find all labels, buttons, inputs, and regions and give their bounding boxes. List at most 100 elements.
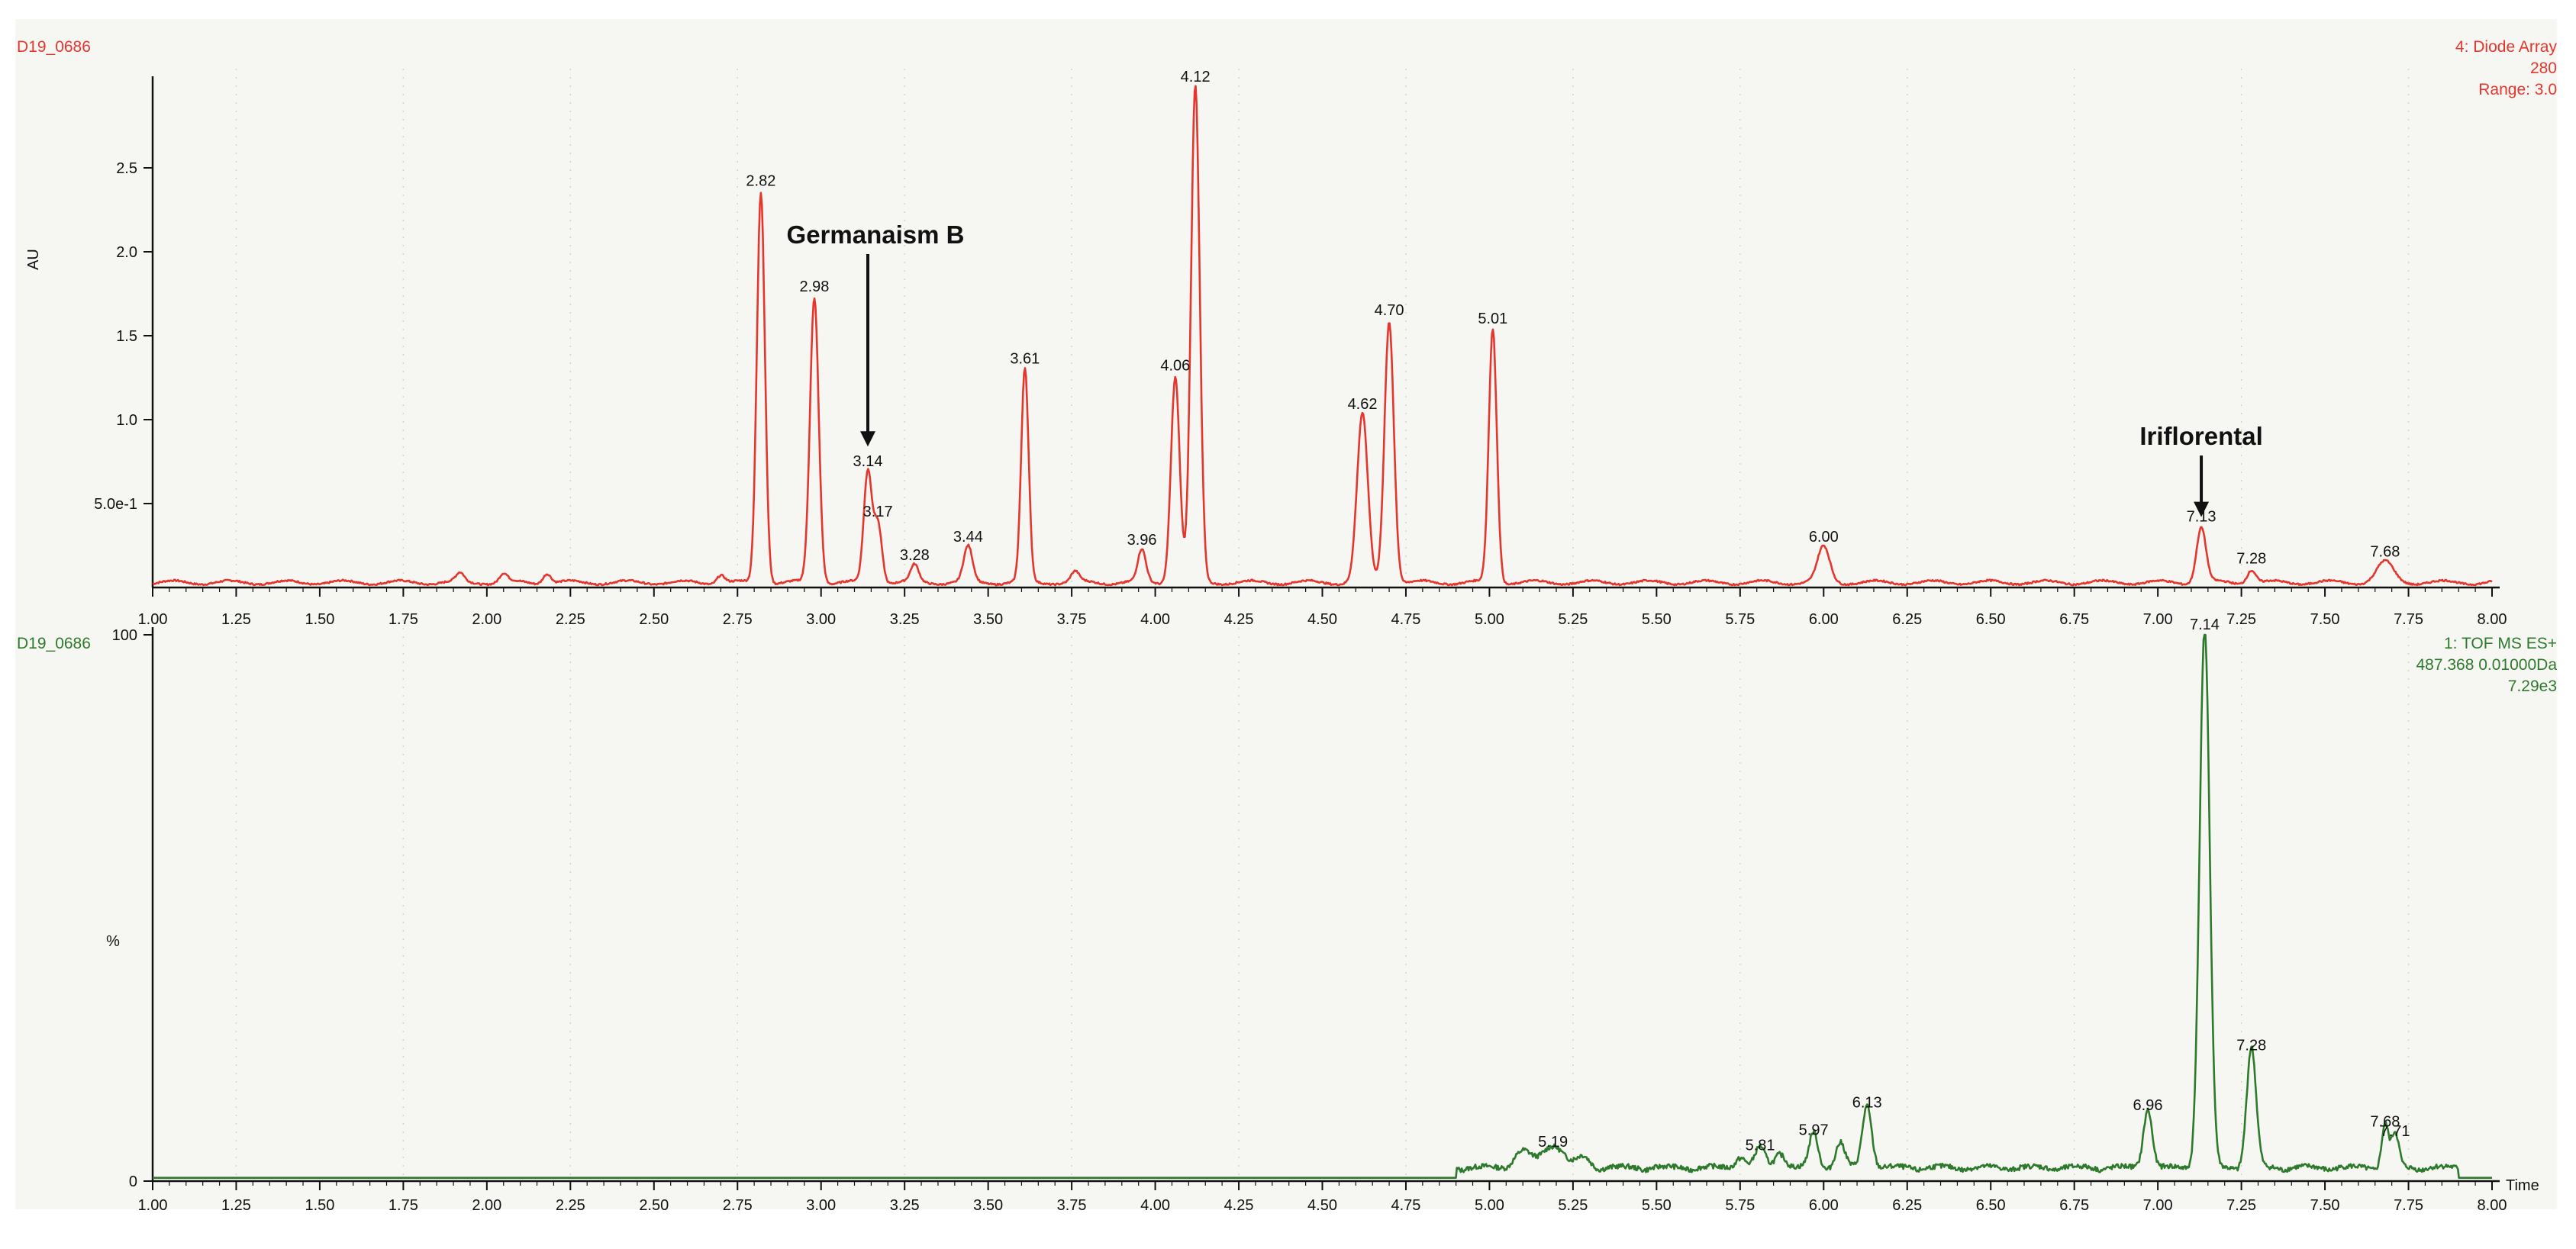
bottom-x-tick-label: 1.75 bbox=[388, 1197, 418, 1214]
top-x-tick-label: 7.75 bbox=[2394, 611, 2423, 628]
top-x-tick-label: 1.25 bbox=[221, 611, 251, 628]
bottom-x-tick-label: 2.75 bbox=[723, 1197, 753, 1214]
bottom-x-tick-label: 1.50 bbox=[305, 1197, 334, 1214]
top-x-tick-label: 3.50 bbox=[973, 611, 1003, 628]
top-peak-label-6-00: 6.00 bbox=[1809, 529, 1839, 546]
bottom-header-line: 1: TOF MS ES+ bbox=[2444, 635, 2557, 652]
top-x-tick-label: 8.00 bbox=[2478, 611, 2507, 628]
top-y-tick-label: 1.5 bbox=[116, 328, 137, 345]
traces-layer bbox=[152, 85, 2493, 1179]
top-y-tick-label: 2.0 bbox=[116, 244, 137, 261]
bottom-x-tick-label: 6.25 bbox=[1892, 1197, 1922, 1214]
top-x-tick-label: 4.75 bbox=[1391, 611, 1420, 628]
bottom-x-tick-label: 2.00 bbox=[472, 1197, 501, 1214]
top-x-tick-label: 3.00 bbox=[806, 611, 836, 628]
axes-layer bbox=[143, 76, 2500, 1190]
bottom-x-tick-label: 6.50 bbox=[1976, 1197, 2006, 1214]
top-peak-label-4-70: 4.70 bbox=[1375, 302, 1404, 319]
bottom-peak-label-6-96: 6.96 bbox=[2133, 1097, 2163, 1114]
bottom-y-axis-label: % bbox=[106, 933, 120, 950]
top-x-tick-label: 4.25 bbox=[1224, 611, 1254, 628]
bottom-x-tick-label: 5.00 bbox=[1475, 1197, 1504, 1214]
bottom-peak-label-5-19: 5.19 bbox=[1538, 1134, 1568, 1151]
top-sample-id: D19_0686 bbox=[17, 38, 91, 56]
bottom-x-tick-label: 5.50 bbox=[1642, 1197, 1672, 1214]
top-annotation-arrow-head bbox=[860, 431, 876, 447]
top-peak-label-7-28: 7.28 bbox=[2236, 550, 2266, 567]
top-header-line: 4: Diode Array bbox=[2455, 38, 2558, 56]
top-x-tick-label: 7.00 bbox=[2143, 611, 2173, 628]
top-x-tick-label: 6.50 bbox=[1976, 611, 2006, 628]
top-peak-label-4-06: 4.06 bbox=[1160, 357, 1190, 374]
top-peak-label-3-17: 3.17 bbox=[863, 504, 893, 520]
bottom-x-tick-label: 4.00 bbox=[1140, 1197, 1170, 1214]
top-x-tick-label: 3.75 bbox=[1057, 611, 1087, 628]
top-x-tick-label: 6.75 bbox=[2059, 611, 2089, 628]
grid-layer bbox=[235, 69, 2410, 1181]
bottom-x-tick-label: 3.75 bbox=[1057, 1197, 1087, 1214]
top-x-tick-label: 4.50 bbox=[1307, 611, 1337, 628]
top-header-line: Range: 3.0 bbox=[2478, 81, 2557, 98]
top-x-tick-label: 5.25 bbox=[1558, 611, 1588, 628]
top-x-tick-label: 4.00 bbox=[1140, 611, 1170, 628]
bottom-x-tick-label: 3.50 bbox=[973, 1197, 1003, 1214]
top-x-tick-label: 1.75 bbox=[388, 611, 418, 628]
bottom-x-tick-label: 7.25 bbox=[2226, 1197, 2256, 1214]
bottom-peak-label-7-28: 7.28 bbox=[2236, 1037, 2266, 1054]
top-annotation-arrow-head bbox=[2194, 501, 2210, 517]
bottom-x-tick-label: 3.00 bbox=[806, 1197, 836, 1214]
top-x-tick-label: 7.25 bbox=[2226, 611, 2256, 628]
bottom-peak-label-7-14: 7.14 bbox=[2190, 616, 2220, 633]
bottom-peak-label-7-68: 7.68 bbox=[2370, 1114, 2400, 1131]
bottom-x-tick-label: 6.75 bbox=[2059, 1197, 2089, 1214]
bottom-x-tick-label: 8.00 bbox=[2478, 1197, 2507, 1214]
top-annotation-iriflorental: Iriflorental bbox=[2139, 422, 2262, 450]
bottom-peak-label-5-81: 5.81 bbox=[1746, 1138, 1775, 1154]
bottom-x-tick-label: 4.25 bbox=[1224, 1197, 1254, 1214]
bottom-y-tick-label: 100 bbox=[112, 627, 137, 644]
top-peak-label-2-82: 2.82 bbox=[746, 172, 775, 189]
plot-background bbox=[15, 19, 2557, 1209]
top-x-tick-label: 6.00 bbox=[1809, 611, 1839, 628]
bottom-x-tick-label: 7.00 bbox=[2143, 1197, 2173, 1214]
bottom-trace-line bbox=[153, 633, 2492, 1179]
top-x-tick-label: 5.50 bbox=[1642, 611, 1672, 628]
top-peak-label-3-28: 3.28 bbox=[900, 547, 930, 564]
top-x-tick-label: 2.75 bbox=[723, 611, 753, 628]
bottom-peak-label-7-71: 7.71 bbox=[2381, 1123, 2410, 1140]
bottom-x-tick-label: 2.25 bbox=[556, 1197, 585, 1214]
top-peak-label-5-01: 5.01 bbox=[1478, 311, 1507, 327]
top-y-tick-label: 5.0e-1 bbox=[94, 496, 137, 513]
top-x-tick-label: 2.50 bbox=[639, 611, 669, 628]
top-peak-label-3-44: 3.44 bbox=[953, 529, 983, 546]
top-x-tick-label: 7.50 bbox=[2310, 611, 2340, 628]
bottom-peak-label-6-13: 6.13 bbox=[1852, 1095, 1882, 1112]
top-x-tick-label: 3.25 bbox=[890, 611, 920, 628]
bottom-x-axis-label: Time bbox=[2506, 1177, 2539, 1194]
bottom-x-tick-label: 3.25 bbox=[890, 1197, 920, 1214]
top-x-tick-label: 2.00 bbox=[472, 611, 501, 628]
bottom-sample-id: D19_0686 bbox=[17, 635, 91, 652]
bottom-x-tick-label: 5.75 bbox=[1725, 1197, 1755, 1214]
top-x-tick-label: 5.00 bbox=[1475, 611, 1504, 628]
bottom-x-tick-label: 6.00 bbox=[1809, 1197, 1839, 1214]
bottom-x-tick-label: 7.50 bbox=[2310, 1197, 2340, 1214]
top-peak-label-4-12: 4.12 bbox=[1181, 69, 1211, 85]
bottom-x-tick-label: 7.75 bbox=[2394, 1197, 2423, 1214]
top-annotation-germanaism-b: Germanaism B bbox=[787, 221, 965, 249]
bottom-x-tick-label: 4.50 bbox=[1307, 1197, 1337, 1214]
bottom-x-tick-label: 2.50 bbox=[639, 1197, 669, 1214]
top-header-line: 280 bbox=[2530, 60, 2557, 77]
bottom-peak-label-5-97: 5.97 bbox=[1799, 1122, 1829, 1138]
top-y-axis-label: AU bbox=[25, 249, 42, 270]
top-trace-line bbox=[152, 85, 2493, 587]
top-peak-label-3-14: 3.14 bbox=[853, 453, 883, 470]
bottom-x-tick-label: 5.25 bbox=[1558, 1197, 1588, 1214]
bottom-x-tick-label: 1.25 bbox=[221, 1197, 251, 1214]
bottom-header-line: 487.368 0.01000Da bbox=[2416, 656, 2558, 674]
top-peak-label-3-96: 3.96 bbox=[1127, 532, 1157, 549]
top-x-tick-label: 5.75 bbox=[1725, 611, 1755, 628]
